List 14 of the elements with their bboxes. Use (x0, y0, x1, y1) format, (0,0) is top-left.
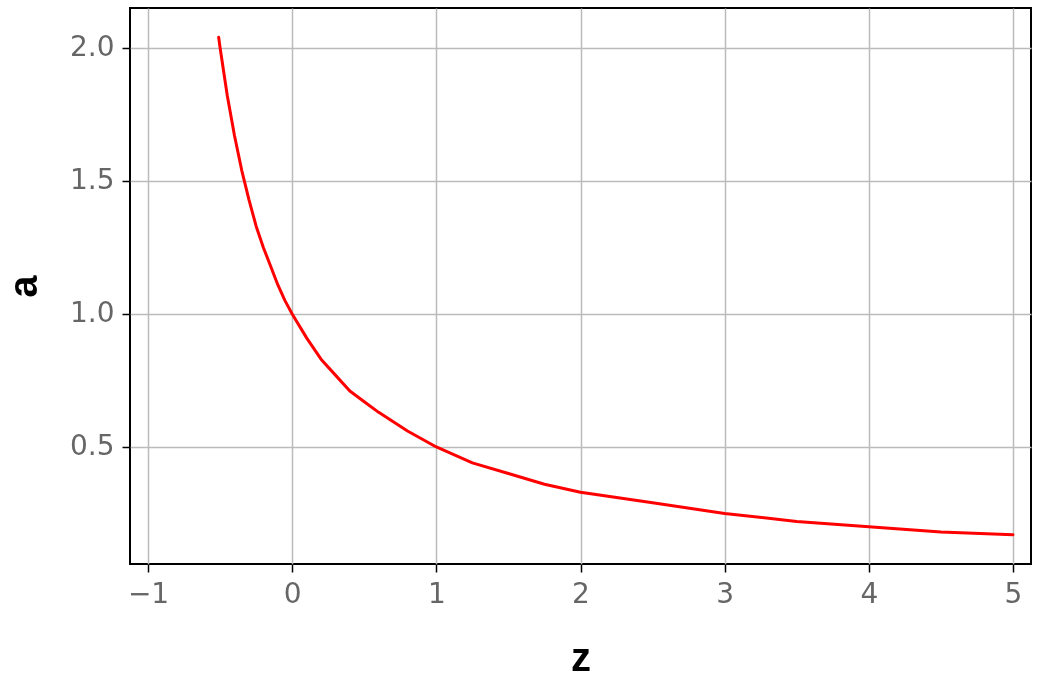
x-tick-label: −1 (127, 576, 170, 610)
x-tick-label: 3 (716, 576, 735, 610)
y-tick-label: 1.0 (69, 296, 115, 330)
x-axis-title: z (571, 634, 591, 679)
x-tick-label: 0 (283, 576, 302, 610)
x-tick-label: 1 (427, 576, 446, 610)
y-tick-label: 2.0 (69, 30, 115, 64)
x-tick-label: 5 (1004, 576, 1023, 610)
y-tick-label: 0.5 (69, 429, 115, 463)
x-tick-label: 4 (860, 576, 879, 610)
y-axis-title: a (0, 274, 45, 298)
y-tick-label: 1.5 (69, 163, 115, 197)
line-series (217, 35, 1015, 537)
x-tick-label: 2 (572, 576, 590, 610)
